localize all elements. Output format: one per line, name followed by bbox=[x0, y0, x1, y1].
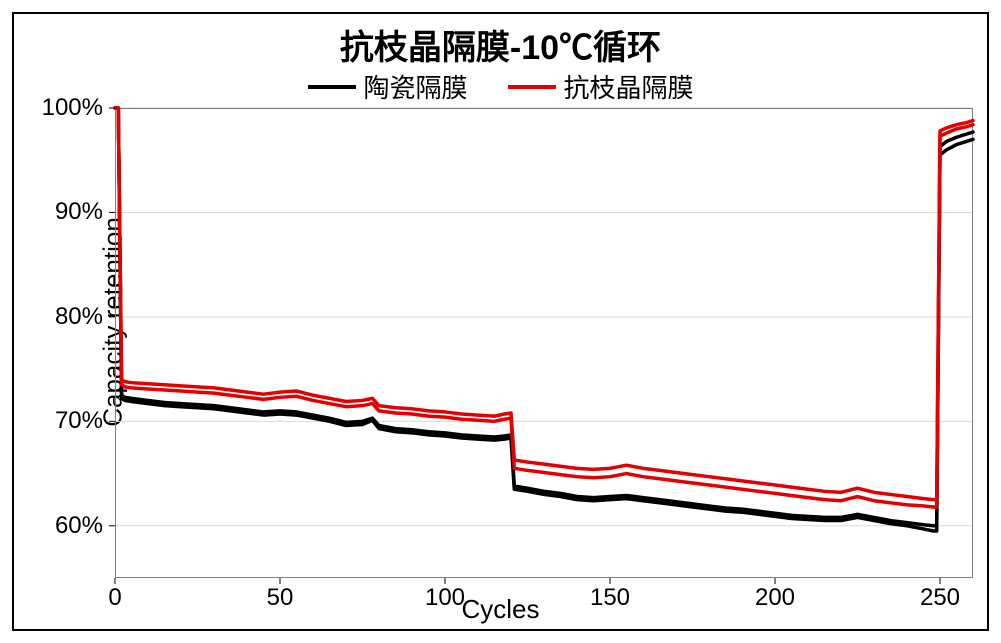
x-tick-label: 0 bbox=[108, 584, 121, 612]
x-tick-label: 50 bbox=[267, 584, 294, 612]
x-tick-label: 250 bbox=[920, 584, 960, 612]
legend-swatch-ceramic bbox=[307, 85, 355, 89]
plot-area bbox=[107, 106, 975, 586]
y-tick-label: 70% bbox=[55, 407, 103, 435]
chart-legend: 陶瓷隔膜 抗枝晶隔膜 bbox=[307, 68, 693, 105]
x-tick-label: 150 bbox=[590, 584, 630, 612]
legend-swatch-anti-dendrite bbox=[508, 85, 556, 89]
chart-title: 抗枝晶隔膜-10℃循环 bbox=[0, 20, 1001, 69]
y-tick-label: 90% bbox=[55, 198, 103, 226]
x-tick-label: 200 bbox=[755, 584, 795, 612]
x-axis-label: Cycles bbox=[461, 594, 539, 625]
legend-item-ceramic: 陶瓷隔膜 bbox=[307, 68, 467, 105]
legend-label-ceramic: 陶瓷隔膜 bbox=[363, 68, 467, 105]
y-tick-label: 60% bbox=[55, 512, 103, 540]
legend-item-anti-dendrite: 抗枝晶隔膜 bbox=[508, 68, 694, 105]
legend-label-anti-dendrite: 抗枝晶隔膜 bbox=[564, 68, 694, 105]
chart-container: 抗枝晶隔膜-10℃循环 陶瓷隔膜 抗枝晶隔膜 Capacity retentio… bbox=[0, 0, 1001, 643]
y-tick-label: 100% bbox=[42, 94, 103, 122]
y-tick-label: 80% bbox=[55, 303, 103, 331]
x-tick-label: 100 bbox=[425, 584, 465, 612]
